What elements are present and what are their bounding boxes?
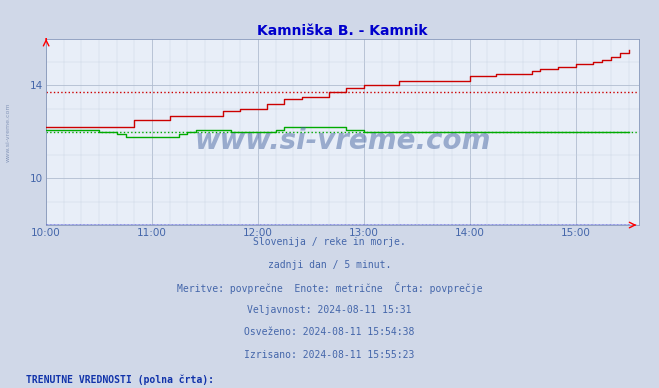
Text: Slovenija / reke in morje.: Slovenija / reke in morje. — [253, 237, 406, 248]
Text: Osveženo: 2024-08-11 15:54:38: Osveženo: 2024-08-11 15:54:38 — [244, 327, 415, 338]
Text: www.si-vreme.com: www.si-vreme.com — [5, 102, 11, 162]
Title: Kamniška B. - Kamnik: Kamniška B. - Kamnik — [258, 24, 428, 38]
Text: www.si-vreme.com: www.si-vreme.com — [194, 127, 491, 155]
Text: TRENUTNE VREDNOSTI (polna črta):: TRENUTNE VREDNOSTI (polna črta): — [26, 374, 214, 385]
Text: zadnji dan / 5 minut.: zadnji dan / 5 minut. — [268, 260, 391, 270]
Text: Veljavnost: 2024-08-11 15:31: Veljavnost: 2024-08-11 15:31 — [247, 305, 412, 315]
Text: Izrisano: 2024-08-11 15:55:23: Izrisano: 2024-08-11 15:55:23 — [244, 350, 415, 360]
Text: Meritve: povprečne  Enote: metrične  Črta: povprečje: Meritve: povprečne Enote: metrične Črta:… — [177, 282, 482, 294]
